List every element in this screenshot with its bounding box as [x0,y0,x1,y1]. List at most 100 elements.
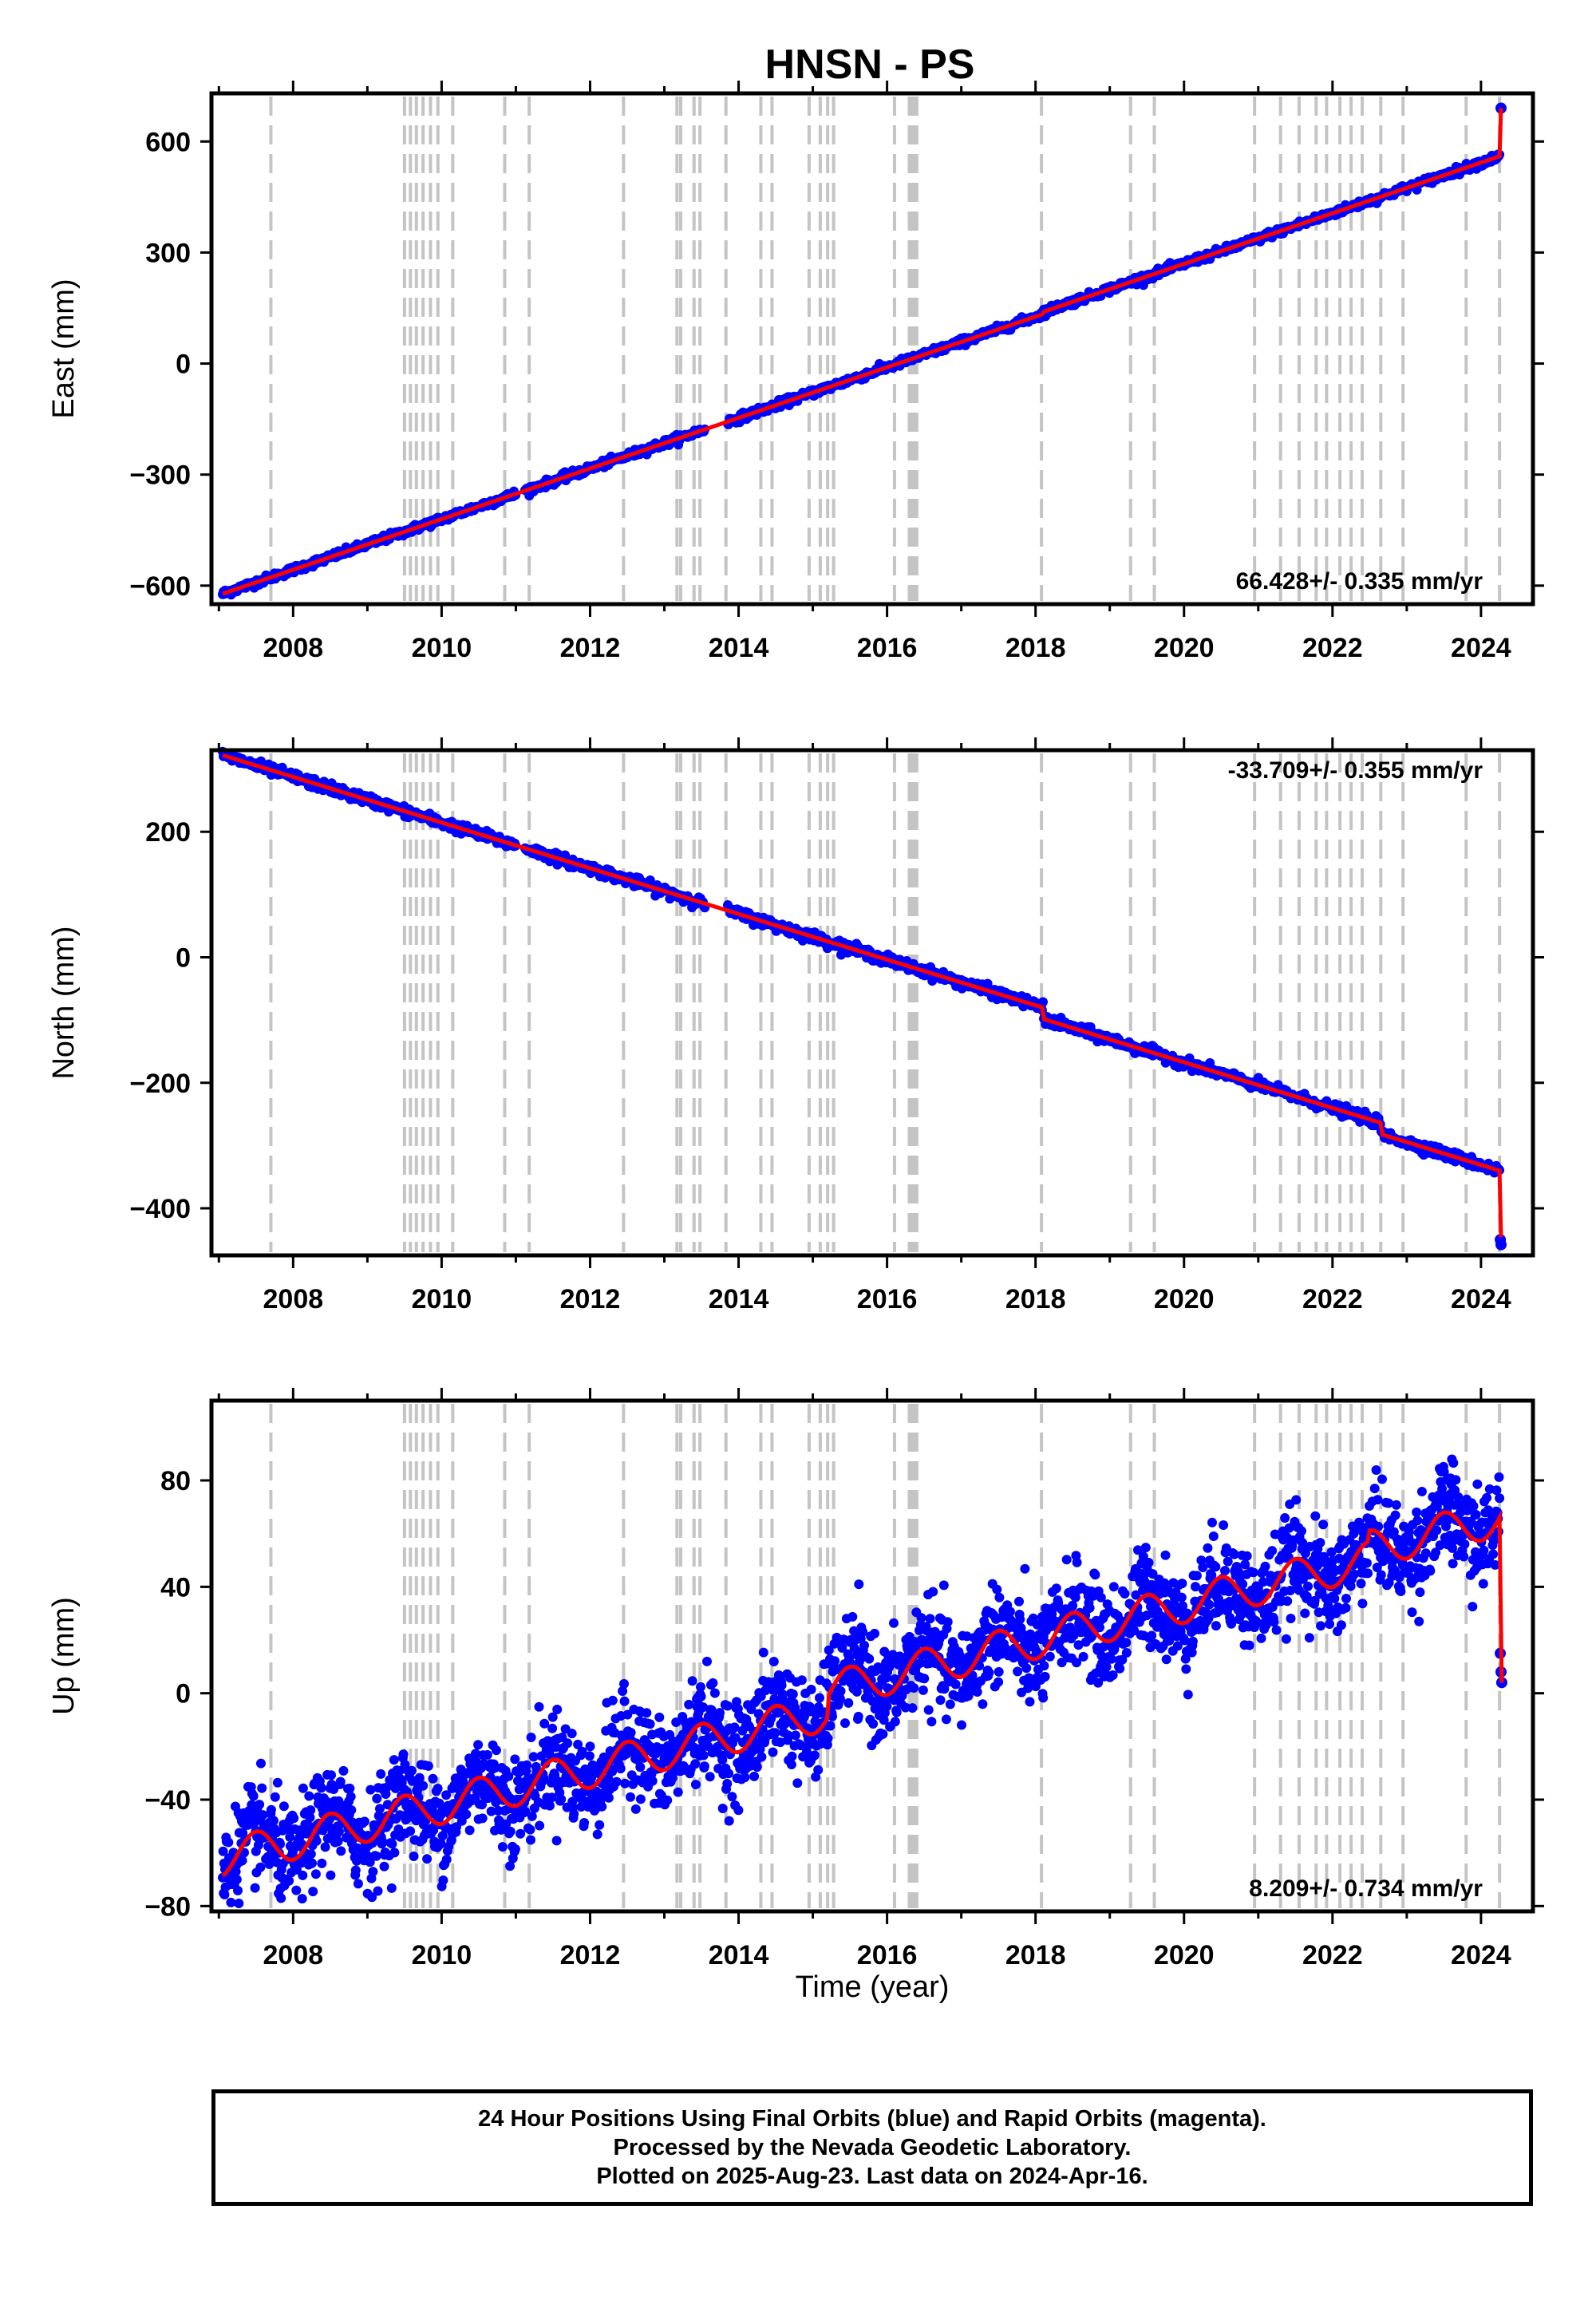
data-point [696,1691,706,1701]
data-point [687,1676,697,1686]
data-point [379,1861,389,1871]
data-point [386,1883,397,1893]
data-point [635,1762,646,1773]
data-point [464,1825,475,1836]
data-point [702,1656,712,1666]
data-point [298,1783,308,1793]
north-panel: 2008 2010 2012 2014 2016 2018 2020 2022 2024−400… [47,737,1544,1314]
data-point [597,1801,607,1812]
data-point [992,1584,1002,1595]
data-point [916,1613,926,1623]
data-point [418,1780,429,1791]
data-point [853,1711,863,1721]
data-point [371,1851,381,1861]
data-point [642,1708,652,1718]
data-point [359,1816,369,1827]
data-point [1038,1693,1049,1703]
data-point [276,1893,286,1903]
east-ticks: 2008 2010 2012 2014 2016 2018 2020 2022 2024−600… [129,81,1544,663]
data-point [815,1693,824,1703]
data-point [1021,1663,1032,1674]
data-point [626,1792,635,1802]
data-point [334,1827,344,1836]
data-point [909,1683,919,1693]
data-point [308,1887,318,1897]
data-point [994,1677,1004,1687]
data-point [796,1675,807,1686]
data-point [777,1690,788,1699]
data-point [510,1844,520,1854]
data-point [534,1701,544,1712]
data-point [890,1717,900,1727]
data-point [552,1705,563,1714]
data-point [310,1869,321,1879]
data-point [925,1614,935,1624]
data-point [326,1870,336,1880]
x-tick-label: 2010 [412,1284,472,1314]
data-point [428,1773,438,1784]
data-point [926,1717,937,1727]
data-point [708,1678,718,1688]
data-point [813,1765,824,1775]
data-point [941,1714,951,1725]
data-point [923,1705,934,1715]
data-point [248,1791,259,1801]
data-point [405,1826,416,1836]
data-point [705,1772,715,1782]
data-point [256,1758,266,1769]
data-point [928,1587,938,1597]
data-point [257,1783,267,1793]
data-point [619,1678,629,1689]
data-point [579,1818,590,1828]
data-point [269,1816,279,1826]
data-point [1061,1555,1072,1565]
data-point [477,1813,488,1824]
data-point [223,1837,234,1848]
data-point [752,1762,762,1773]
east-event-lines [269,97,1502,601]
data-point [1051,1583,1061,1594]
data-point [255,1800,265,1810]
x-tick-label: 2018 [1005,633,1066,663]
data-point [482,1749,492,1760]
data-point [297,1894,307,1904]
y-tick-label: −200 [129,1069,191,1099]
data-point [611,1777,622,1787]
data-point [935,1695,946,1705]
y-tick-label: 600 [145,127,191,157]
data-point [768,1657,779,1666]
data-point [938,1580,949,1591]
data-point [740,1773,750,1783]
data-point [788,1689,798,1699]
data-point [423,1761,433,1771]
y-tick-label: 0 [176,943,191,973]
y-tick-label: −600 [129,571,191,602]
data-point [994,1666,1004,1677]
data-point [854,1579,864,1590]
data-point [306,1849,316,1860]
data-point [336,1846,346,1856]
data-point [516,1828,526,1839]
x-tick-label: 2008 [263,633,324,663]
data-point [497,1842,508,1852]
east-panel: 2008 2010 2012 2014 2016 2018 2020 2022 2024−600… [47,81,1544,663]
data-point [409,1852,419,1861]
north-model-line [222,753,1503,1238]
data-point [284,1875,294,1886]
data-point [398,1749,409,1760]
data-point [373,1886,383,1896]
data-point [690,1759,701,1769]
data-point [843,1697,854,1708]
data-point [433,1784,443,1793]
data-point [1072,1557,1082,1567]
data-point [1040,1671,1050,1682]
data-point [645,1719,655,1729]
north-y-axis-label: North (mm) [47,926,81,1079]
data-point [786,1760,796,1769]
data-point [635,1794,646,1804]
y-tick-label: −400 [129,1194,191,1224]
x-tick-label: 2016 [857,1284,918,1314]
data-point [673,1787,683,1797]
data-point [699,1761,709,1772]
